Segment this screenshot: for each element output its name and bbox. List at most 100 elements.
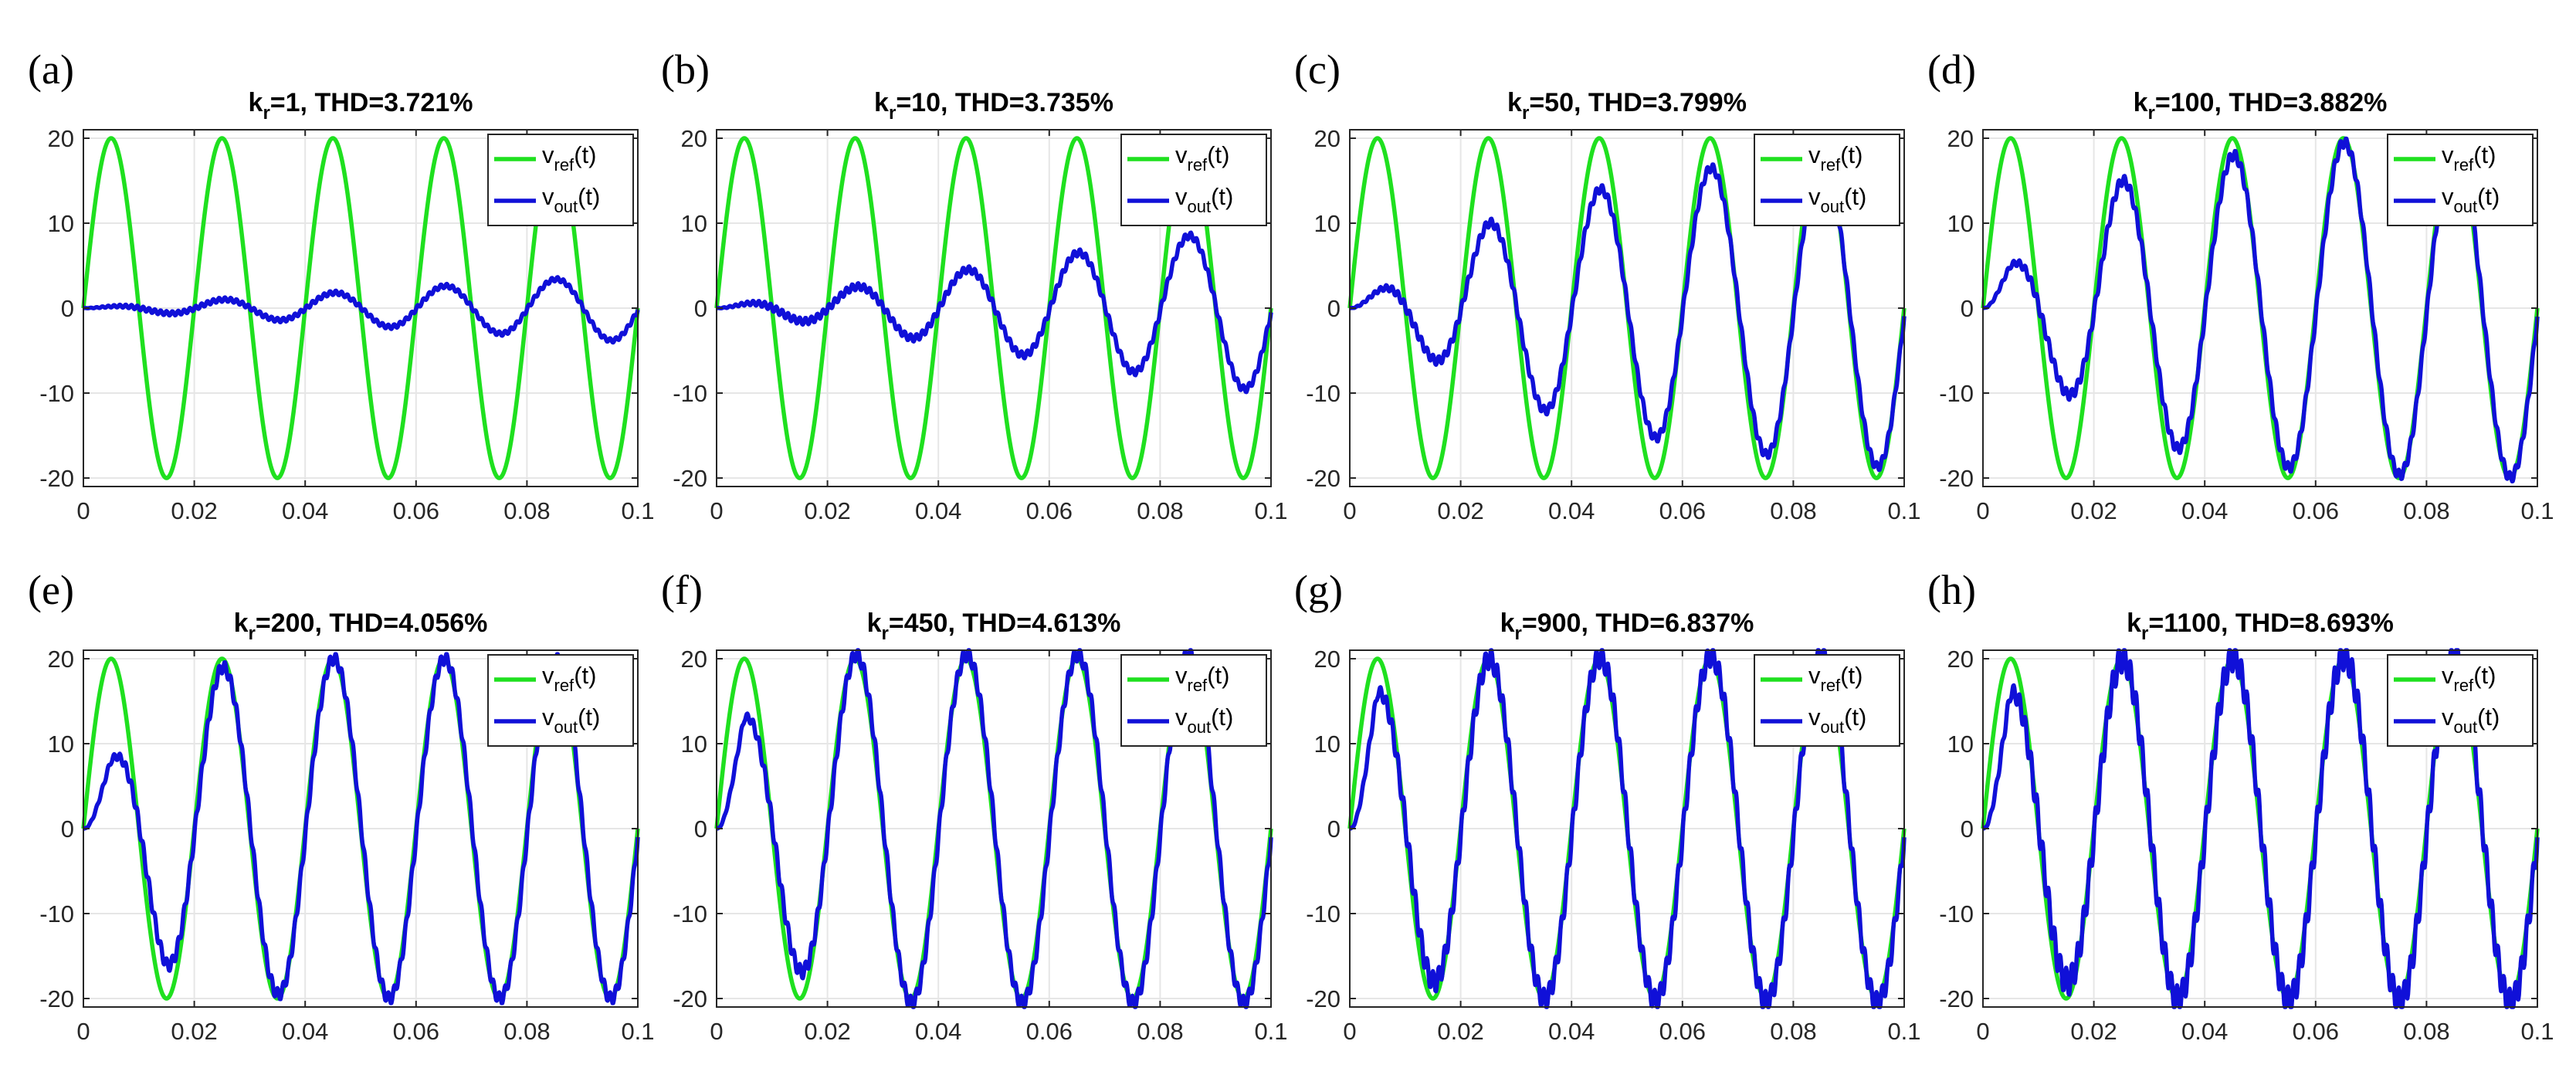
panel-title-sub: r (889, 103, 896, 124)
panel-title-sub: r (2141, 623, 2148, 644)
legend-label-vout-main: v (1175, 183, 1188, 210)
y-tick-label: 20 (1314, 125, 1341, 152)
legend-label-vref-main: v (542, 141, 554, 168)
x-tick-label: 0.1 (2520, 1018, 2554, 1045)
legend-label-vref-main: v (2442, 662, 2454, 689)
y-tick-label: 0 (1961, 815, 1974, 843)
panel-title-rest: =10, THD=3.735% (896, 88, 1113, 117)
legend-label-vref-sub: ref (1188, 676, 1208, 695)
x-tick-label: 0.1 (2520, 497, 2554, 524)
x-tick-label: 0.08 (2403, 497, 2449, 524)
legend-label-vout-rest: (t) (578, 183, 600, 210)
panel-label: (e) (28, 567, 74, 613)
x-tick-label: 0.08 (1137, 1018, 1183, 1045)
legend-label-vout-main: v (1175, 704, 1188, 731)
x-tick-label: 0.06 (1026, 1018, 1073, 1045)
x-tick-label: 0.1 (1254, 497, 1287, 524)
legend-label-vout-sub: out (554, 717, 578, 737)
x-tick-label: 0.02 (2070, 1018, 2117, 1045)
panel-label: (b) (661, 46, 710, 93)
legend-label-vout: vout(t) (542, 183, 600, 216)
legend-label-vout-main: v (1808, 704, 1821, 731)
x-tick-label: 0.02 (171, 1018, 217, 1045)
legend-label-vref-main: v (542, 662, 554, 689)
legend-label-vref-main: v (2442, 141, 2454, 168)
panel-title: kr=1, THD=3.721% (249, 88, 473, 124)
y-tick-label: 10 (1314, 210, 1341, 237)
legend: vref(t)vout(t) (1754, 134, 1900, 226)
x-tick-label: 0 (1976, 497, 1989, 524)
legend-label-vref-rest: (t) (1207, 141, 1229, 168)
x-tick-label: 0.08 (1770, 497, 1816, 524)
vout-series-line (715, 230, 1273, 395)
legend-label-vout-main: v (542, 183, 554, 210)
legend: vref(t)vout(t) (487, 654, 634, 747)
panel-title-sub: r (1515, 623, 1522, 644)
subplot-h: 0 0.02 0.04 0.06 0.08 0.1 -20 -10 0 10 20 (h) kr=110… (1927, 567, 2554, 1045)
y-tick-label: 0 (1961, 295, 1974, 322)
legend-label-vout-sub: out (1188, 197, 1212, 216)
legend-label-vref-rest: (t) (1840, 662, 1863, 689)
panel-label: (a) (28, 46, 74, 93)
subplot-a: 0 0.02 0.04 0.06 0.08 0.1 -20 -10 0 10 20 (a) kr=1, … (28, 46, 655, 524)
x-tick-label: 0.02 (804, 497, 850, 524)
y-tick-label: 10 (1947, 210, 1974, 237)
subplot-f: 0 0.02 0.04 0.06 0.08 0.1 -20 -10 0 10 20 (f) kr=450… (661, 567, 1288, 1045)
subplot-b: 0 0.02 0.04 0.06 0.08 0.1 -20 -10 0 10 20 (b) kr=10,… (661, 46, 1288, 524)
legend-label-vout-sub: out (2454, 197, 2478, 216)
legend-label-vref: vref(t) (2442, 662, 2496, 695)
legend-label-vout: vout(t) (1175, 183, 1233, 216)
legend-box (2387, 134, 2534, 226)
x-tick-label: 0.04 (2181, 1018, 2228, 1045)
y-tick-label: -20 (673, 985, 707, 1012)
legend-box (2387, 654, 2534, 747)
x-tick-label: 0.02 (1437, 497, 1483, 524)
x-tick-label: 0.1 (1254, 1018, 1287, 1045)
panel-title-main: k (1507, 88, 1522, 117)
panel-title-rest: =200, THD=4.056% (256, 609, 488, 638)
y-tick-label: 20 (1947, 125, 1974, 152)
x-tick-label: 0.08 (1770, 1018, 1816, 1045)
panel-title-rest: =450, THD=4.613% (889, 609, 1121, 638)
panel-title-sub: r (2148, 103, 2155, 124)
x-tick-label: 0.06 (1659, 1018, 1706, 1045)
subplot-c: 0 0.02 0.04 0.06 0.08 0.1 -20 -10 0 10 20 (c) kr=50,… (1294, 46, 1921, 524)
legend-box (487, 654, 634, 747)
legend-label-vout: vout(t) (2442, 183, 2500, 216)
x-tick-label: 0.04 (1548, 497, 1595, 524)
y-tick-label: -10 (673, 900, 707, 927)
legend-box (1754, 654, 1900, 747)
y-tick-label: 20 (681, 646, 707, 673)
legend: vref(t)vout(t) (1120, 134, 1267, 226)
x-tick-label: 0 (1976, 1018, 1989, 1045)
x-tick-label: 0.06 (2293, 1018, 2339, 1045)
x-tick-label: 0.02 (2070, 497, 2117, 524)
y-tick-label: -20 (1939, 465, 1974, 492)
y-tick-label: 0 (694, 815, 707, 843)
x-tick-label: 0.06 (2293, 497, 2339, 524)
panel-title: kr=100, THD=3.882% (2134, 88, 2388, 124)
y-tick-label: 10 (48, 210, 74, 237)
x-tick-label: 0.04 (2181, 497, 2228, 524)
panel-label: (h) (1927, 567, 1976, 613)
y-tick-label: -10 (1939, 380, 1974, 407)
y-tick-label: 20 (48, 125, 74, 152)
x-tick-label: 0.06 (1026, 497, 1073, 524)
x-tick-label: 0.1 (621, 497, 654, 524)
x-tick-label: 0.06 (1659, 497, 1706, 524)
y-tick-label: 10 (48, 731, 74, 758)
legend-label-vref-main: v (1175, 141, 1188, 168)
y-tick-label: -20 (39, 465, 74, 492)
legend-label-vref-sub: ref (1821, 155, 1842, 175)
panel-label: (f) (661, 567, 703, 613)
subplot-e: 0 0.02 0.04 0.06 0.08 0.1 -20 -10 0 10 20 (e) kr=200… (28, 567, 655, 1045)
y-tick-label: -20 (1306, 465, 1341, 492)
panel-title-main: k (1500, 609, 1515, 638)
legend-label-vout-sub: out (1188, 717, 1212, 737)
legend: vref(t)vout(t) (1120, 654, 1267, 747)
panel-title-main: k (249, 88, 263, 117)
legend-label-vref: vref(t) (1175, 662, 1229, 695)
legend-label-vout: vout(t) (542, 704, 600, 737)
y-tick-label: -10 (1306, 380, 1341, 407)
